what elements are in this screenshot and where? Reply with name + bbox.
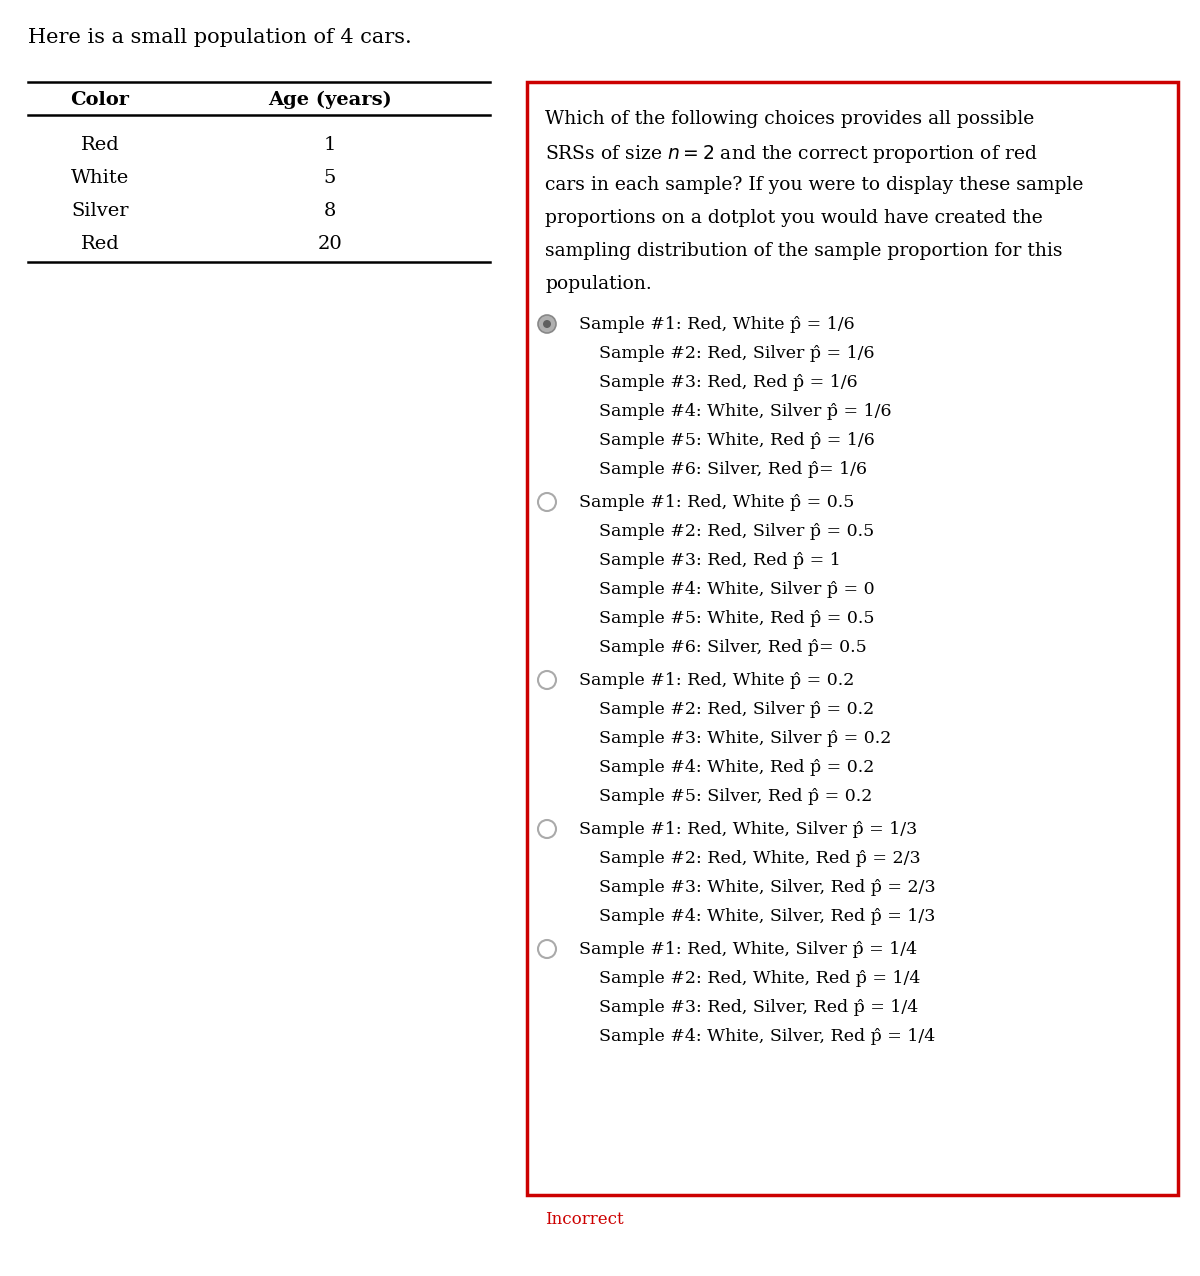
Text: proportions on a dotplot you would have created the: proportions on a dotplot you would have … bbox=[545, 209, 1043, 227]
Text: Sample #6: Silver, Red p̂= 1/6: Sample #6: Silver, Red p̂= 1/6 bbox=[599, 461, 866, 478]
Text: Red: Red bbox=[80, 137, 119, 154]
Text: Age (years): Age (years) bbox=[268, 91, 392, 110]
Text: Sample #4: White, Silver, Red p̂ = 1/3: Sample #4: White, Silver, Red p̂ = 1/3 bbox=[599, 909, 935, 925]
Text: Sample #2: Red, White, Red p̂ = 2/3: Sample #2: Red, White, Red p̂ = 2/3 bbox=[599, 850, 920, 866]
Text: Sample #4: White, Silver, Red p̂ = 1/4: Sample #4: White, Silver, Red p̂ = 1/4 bbox=[599, 1028, 935, 1045]
Text: Sample #3: White, Silver, Red p̂ = 2/3: Sample #3: White, Silver, Red p̂ = 2/3 bbox=[599, 879, 936, 896]
Text: Sample #6: Silver, Red p̂= 0.5: Sample #6: Silver, Red p̂= 0.5 bbox=[599, 639, 866, 656]
FancyBboxPatch shape bbox=[527, 82, 1178, 1196]
Text: Sample #1: Red, White p̂ = 0.2: Sample #1: Red, White p̂ = 0.2 bbox=[580, 672, 854, 689]
Text: Sample #2: Red, Silver p̂ = 0.2: Sample #2: Red, Silver p̂ = 0.2 bbox=[599, 701, 875, 718]
Circle shape bbox=[538, 493, 556, 510]
Circle shape bbox=[538, 315, 556, 333]
Text: Sample #2: Red, White, Red p̂ = 1/4: Sample #2: Red, White, Red p̂ = 1/4 bbox=[599, 970, 920, 988]
Text: Color: Color bbox=[71, 91, 130, 108]
Text: Which of the following choices provides all possible: Which of the following choices provides … bbox=[545, 110, 1034, 128]
Text: Sample #1: Red, White, Silver p̂ = 1/4: Sample #1: Red, White, Silver p̂ = 1/4 bbox=[580, 940, 917, 958]
Text: Sample #1: Red, White p̂ = 1/6: Sample #1: Red, White p̂ = 1/6 bbox=[580, 316, 854, 333]
Circle shape bbox=[538, 671, 556, 689]
Text: Sample #5: White, Red p̂ = 0.5: Sample #5: White, Red p̂ = 0.5 bbox=[599, 610, 875, 627]
Text: Sample #1: Red, White, Silver p̂ = 1/3: Sample #1: Red, White, Silver p̂ = 1/3 bbox=[580, 820, 917, 838]
Text: Red: Red bbox=[80, 235, 119, 253]
Text: Sample #2: Red, Silver p̂ = 0.5: Sample #2: Red, Silver p̂ = 0.5 bbox=[599, 523, 875, 540]
Text: 8: 8 bbox=[324, 202, 336, 219]
Circle shape bbox=[542, 320, 551, 328]
Text: cars in each sample? If you were to display these sample: cars in each sample? If you were to disp… bbox=[545, 176, 1084, 194]
Text: Incorrect: Incorrect bbox=[545, 1211, 624, 1228]
Text: 1: 1 bbox=[324, 137, 336, 154]
Text: Sample #4: White, Silver p̂ = 0: Sample #4: White, Silver p̂ = 0 bbox=[599, 581, 875, 598]
Text: 5: 5 bbox=[324, 168, 336, 188]
Text: Here is a small population of 4 cars.: Here is a small population of 4 cars. bbox=[28, 28, 412, 47]
Text: Silver: Silver bbox=[71, 202, 128, 219]
Circle shape bbox=[538, 940, 556, 958]
Text: Sample #3: White, Silver p̂ = 0.2: Sample #3: White, Silver p̂ = 0.2 bbox=[599, 730, 892, 746]
Circle shape bbox=[538, 820, 556, 838]
Text: 20: 20 bbox=[318, 235, 342, 253]
Text: Sample #5: White, Red p̂ = 1/6: Sample #5: White, Red p̂ = 1/6 bbox=[599, 433, 875, 449]
Text: Sample #5: Silver, Red p̂ = 0.2: Sample #5: Silver, Red p̂ = 0.2 bbox=[599, 789, 872, 805]
Text: Sample #4: White, Red p̂ = 0.2: Sample #4: White, Red p̂ = 0.2 bbox=[599, 759, 875, 776]
Text: Sample #4: White, Silver p̂ = 1/6: Sample #4: White, Silver p̂ = 1/6 bbox=[599, 403, 892, 420]
Text: sampling distribution of the sample proportion for this: sampling distribution of the sample prop… bbox=[545, 242, 1062, 260]
Text: SRSs of size $n = 2$ and the correct proportion of red: SRSs of size $n = 2$ and the correct pro… bbox=[545, 143, 1038, 165]
Text: White: White bbox=[71, 168, 130, 188]
Text: Sample #2: Red, Silver p̂ = 1/6: Sample #2: Red, Silver p̂ = 1/6 bbox=[599, 345, 875, 362]
Text: Sample #3: Red, Red p̂ = 1/6: Sample #3: Red, Red p̂ = 1/6 bbox=[599, 374, 858, 390]
Text: Sample #3: Red, Silver, Red p̂ = 1/4: Sample #3: Red, Silver, Red p̂ = 1/4 bbox=[599, 999, 918, 1016]
Text: Sample #1: Red, White p̂ = 0.5: Sample #1: Red, White p̂ = 0.5 bbox=[580, 494, 854, 510]
Text: population.: population. bbox=[545, 276, 652, 293]
Text: Sample #3: Red, Red p̂ = 1: Sample #3: Red, Red p̂ = 1 bbox=[599, 553, 841, 569]
